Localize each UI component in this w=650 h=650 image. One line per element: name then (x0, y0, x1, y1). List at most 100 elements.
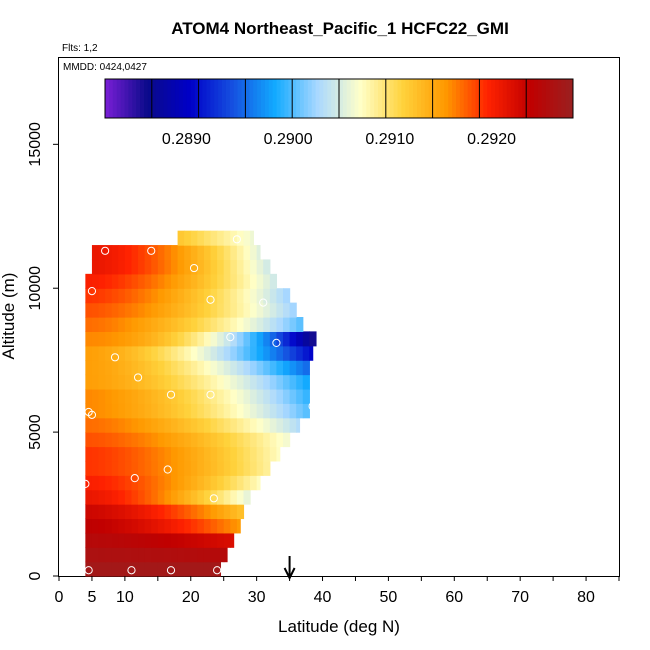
heat-cell (138, 345, 146, 361)
heat-cell (171, 460, 179, 476)
heat-cell (144, 446, 152, 462)
heat-cell (269, 360, 278, 376)
colorbar-swatch (432, 79, 437, 118)
colorbar-tick-label: 0.2890 (162, 131, 211, 148)
heat-cell (230, 374, 238, 390)
heat-cell (190, 245, 198, 261)
heat-cell (236, 460, 245, 476)
heat-cell (151, 518, 159, 534)
heat-cell (118, 317, 126, 332)
heat-cell (236, 273, 245, 289)
heat-cell (144, 388, 152, 404)
heat-cell (197, 360, 205, 376)
x-tick-label: 5 (87, 589, 96, 606)
colorbar-swatch (424, 79, 430, 118)
heat-cell (85, 561, 93, 577)
heat-cell (243, 460, 251, 476)
heat-cell (131, 317, 139, 332)
heat-cell (157, 547, 166, 563)
heat-cell (223, 446, 231, 462)
sample-point (232, 235, 241, 244)
sample-point (226, 333, 235, 342)
heat-cell (223, 360, 231, 376)
colorbar-swatch (315, 79, 320, 118)
heat-cell (164, 288, 172, 304)
heat-cell (105, 446, 113, 462)
heat-cell (243, 317, 251, 332)
heat-cell (203, 230, 212, 246)
heat-cell (236, 518, 241, 534)
colorbar-swatch (417, 79, 422, 118)
heat-cell (91, 504, 100, 520)
sample-point (206, 295, 215, 304)
colorbar-swatch (350, 79, 356, 118)
heat-cell (217, 230, 225, 246)
heat-cell (118, 489, 126, 505)
heat-cell (171, 432, 179, 448)
heat-cell (151, 417, 159, 433)
heat-cell (98, 331, 106, 347)
heat-cell (283, 331, 291, 347)
heat-cell (250, 317, 258, 332)
heat-cell (243, 245, 251, 261)
heat-cell (276, 432, 284, 448)
heat-cell (171, 475, 179, 491)
heat-cell (230, 360, 238, 376)
heat-cell (105, 388, 113, 404)
heat-cell (91, 475, 100, 491)
heat-cell (256, 446, 264, 462)
colorbar-swatch (358, 79, 363, 118)
heat-cell (197, 302, 205, 318)
heat-cell (177, 561, 185, 577)
heat-cell (131, 417, 139, 433)
colorbar-swatch (167, 79, 172, 118)
heat-cell (131, 475, 139, 491)
heat-cell (236, 302, 245, 318)
heat-cell (138, 547, 146, 563)
colorbar-tick-label: 0.2900 (264, 131, 313, 148)
y-tick-label: 10000 (27, 266, 44, 311)
heat-cell (131, 388, 139, 404)
heat-cell (276, 388, 284, 404)
heat-cell (177, 230, 185, 246)
heat-cell (138, 417, 146, 433)
heat-cell (105, 302, 113, 318)
colorbar-swatch (378, 79, 383, 118)
heat-cell (197, 230, 205, 246)
heat-cell (296, 331, 304, 347)
heat-cell (124, 547, 133, 563)
heat-cell (111, 518, 119, 534)
heat-cell (171, 331, 179, 347)
heat-cell (250, 230, 254, 246)
heat-cell (157, 345, 166, 361)
heat-cell (105, 259, 113, 275)
heat-cell (105, 417, 113, 433)
heat-cell (111, 446, 119, 462)
heat-cell (138, 489, 146, 505)
heat-cell (85, 432, 93, 448)
heat-cell (157, 504, 166, 520)
heat-cell (177, 374, 185, 390)
heat-cell (217, 331, 225, 347)
x-tick-label: 50 (380, 589, 398, 606)
heat-cell (283, 432, 291, 448)
heat-cell (210, 273, 218, 289)
heat-cell (236, 432, 245, 448)
heat-cell (111, 504, 119, 520)
heat-cell (269, 403, 278, 419)
sample-points (81, 235, 317, 575)
heat-cell (118, 417, 126, 433)
heat-cell (164, 446, 172, 462)
heat-cell (98, 403, 106, 419)
heat-cell (276, 417, 284, 433)
x-tick-label: 10 (116, 589, 134, 606)
heat-cell (138, 259, 146, 275)
colorbar-swatch (463, 79, 469, 118)
heat-cell (217, 561, 222, 577)
heat-cell (190, 259, 198, 275)
heat-cell (184, 532, 192, 548)
marker-head (283, 567, 296, 581)
heat-cell (98, 388, 106, 404)
colorbar-swatch (553, 79, 558, 118)
heat-cell (111, 288, 119, 304)
